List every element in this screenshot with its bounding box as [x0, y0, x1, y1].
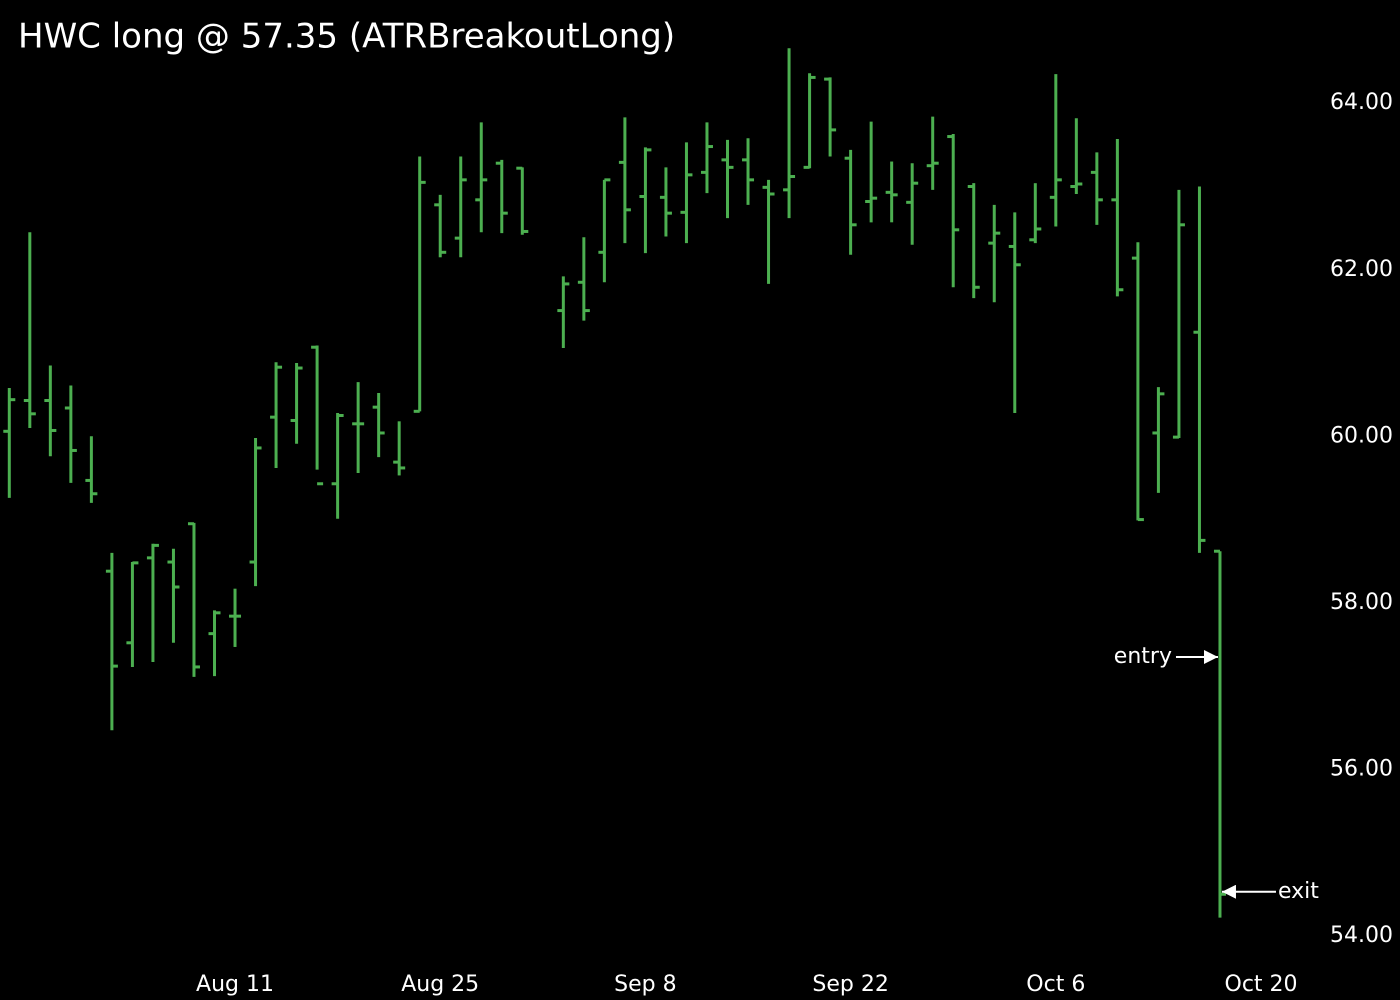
y-tick-label: 64.00	[1330, 90, 1393, 115]
y-tick-label: 60.00	[1330, 423, 1393, 448]
x-tick-label: Sep 22	[812, 972, 888, 997]
x-tick-label: Aug 25	[401, 972, 479, 997]
y-tick-label: 62.00	[1330, 257, 1393, 282]
x-tick-label: Oct 6	[1026, 972, 1085, 997]
annotation-label: entry	[1114, 644, 1172, 669]
x-tick-label: Oct 20	[1225, 972, 1298, 997]
annotation-label: exit	[1278, 879, 1319, 904]
x-tick-label: Aug 11	[196, 972, 274, 997]
y-tick-label: 56.00	[1330, 756, 1393, 781]
x-tick-label: Sep 8	[614, 972, 676, 997]
y-tick-label: 58.00	[1330, 590, 1393, 615]
y-tick-label: 54.00	[1330, 923, 1393, 948]
chart-title: HWC long @ 57.35 (ATRBreakoutLong)	[18, 17, 675, 57]
